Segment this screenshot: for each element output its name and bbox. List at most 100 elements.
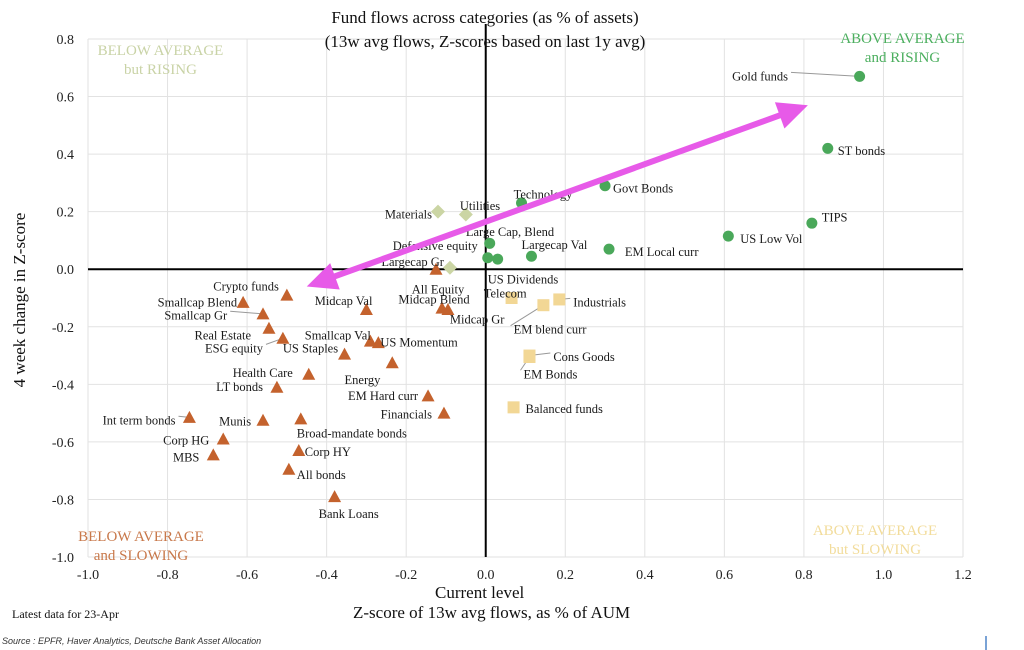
x-axis-sublabel: Z-score of 13w avg flows, as % of AUM [353,603,631,622]
y-axis-label: 4 week change in Z-score [10,212,29,388]
point-label: Financials [381,408,433,422]
chart-subtitle: (13w avg flows, Z-scores based on last 1… [324,32,646,51]
point-circle [806,217,818,229]
quadrant-label-bottom-left: BELOW AVERAGE and SLOWING [66,528,216,566]
point-label: Bank Loans [319,507,379,521]
point-triangle [256,307,270,320]
point-triangle [216,432,230,445]
point-triangle [328,490,342,503]
quadrant-line: and RISING [864,50,941,66]
y-tick-label: 0.8 [57,33,75,48]
point-label: ST bonds [838,144,885,158]
point-label: MBS [173,451,199,465]
point-triangle [385,356,399,369]
arrow-shaft [326,110,789,282]
point-circle [492,253,504,265]
point-label: US Low Vol [740,232,803,246]
y-tick-label: 0.4 [57,148,75,163]
point-circle [822,142,834,154]
source-note: Source : EPFR, Haver Analytics, Deutsche… [2,636,262,646]
y-tick-label: -0.8 [52,493,74,508]
point-label: US Staples [283,341,338,355]
point-label: Real Estate [194,328,251,342]
point-circle [599,180,611,192]
point-square [507,401,520,414]
quadrant-line: and SLOWING [93,548,189,564]
x-tick-label: 1.2 [954,568,972,583]
x-tick-label: -1.0 [77,568,99,583]
y-tick-label: -0.4 [52,378,74,393]
point-label: Health Care [233,366,293,380]
point-label: Midcap Gr [450,313,505,327]
leader-line [790,71,860,77]
quadrant-label-top-left: BELOW AVERAGE but RISING [88,42,233,80]
point-label: Largecap Val [522,238,588,252]
quadrant-label-top-right: ABOVE AVERAGE and RISING [820,30,985,68]
quadrant-line: ABOVE AVERAGE [812,523,938,539]
point-label: Energy [345,373,382,387]
point-label: Midcap Blend [398,292,470,306]
point-triangle [182,410,196,423]
point-triangle [363,334,377,347]
y-tick-label: -1.0 [52,551,74,566]
point-square [523,350,536,363]
y-tick-label: 0.2 [57,206,75,221]
point-diamond [458,207,473,222]
x-tick-label: -0.6 [236,568,258,583]
y-tick-label: -0.2 [52,321,74,336]
point-label: Corp HY [305,445,351,459]
point-circle [722,230,734,242]
point-label: LT bonds [216,380,263,394]
point-triangle [294,412,308,425]
point-square [553,293,566,306]
point-label: Smallcap Blend [158,295,238,309]
x-tick-label: 0.4 [636,568,654,583]
chart-title: Fund flows across categories (as % of as… [331,8,639,27]
point-diamond [431,204,445,219]
point-circle [482,252,494,264]
point-triangle [429,262,443,275]
y-tick-label: -0.6 [52,436,74,451]
point-label: Materials [385,208,432,222]
point-label: All bonds [297,468,346,482]
point-label: Smallcap Gr [164,308,228,322]
arrow-head-right [774,102,808,129]
quadrant-line: BELOW AVERAGE [97,43,224,59]
point-label: Smallcap Val [305,328,372,342]
arrow-head-left [306,263,340,290]
point-label: Gold funds [732,69,788,83]
point-label: Large Cap, Blend [466,225,555,239]
point-label: EM Hard curr [348,389,419,403]
point-triangle [338,347,352,360]
point-label: TIPS [822,210,848,224]
point-triangle [441,303,455,316]
point-label: Telecom [484,287,527,301]
y-tick-label: 0.6 [57,91,75,106]
text-cursor [985,636,987,650]
point-square [505,292,518,304]
point-diamond [442,260,457,275]
point-label: Largecap Gr [381,255,444,269]
x-tick-label: 1.0 [875,568,893,583]
point-label: Industrials [573,295,626,309]
x-tick-label: 0.0 [477,568,495,583]
data-points [182,70,866,503]
footnote: Latest data for 23-Apr [12,607,119,621]
point-circle [854,70,866,82]
point-square [537,299,550,312]
leader-line [230,310,264,315]
point-triangle [236,295,250,308]
point-triangle [302,367,316,380]
tick-labels: -1.0 -0.8 -0.6 -0.4 -0.2 0.0 0.2 0.4 0.6 0.8 1.0 1.… [52,33,972,583]
point-label: EM blend curr [514,323,588,337]
point-label: EM Bonds [524,367,578,381]
point-triangle [292,444,306,457]
quadrant-line: but RISING [124,62,197,78]
quadrant-line: ABOVE AVERAGE [840,31,965,47]
point-label: Midcap Val [315,294,373,308]
point-label: Broad-mandate bonds [297,426,407,440]
data-labels: Gold funds ST bonds TIPS US Low Vol Govt Bon… [103,69,886,520]
point-label: Utilities [460,199,500,213]
point-label: EM Local curr [625,245,699,259]
x-tick-label: 0.6 [716,568,734,583]
